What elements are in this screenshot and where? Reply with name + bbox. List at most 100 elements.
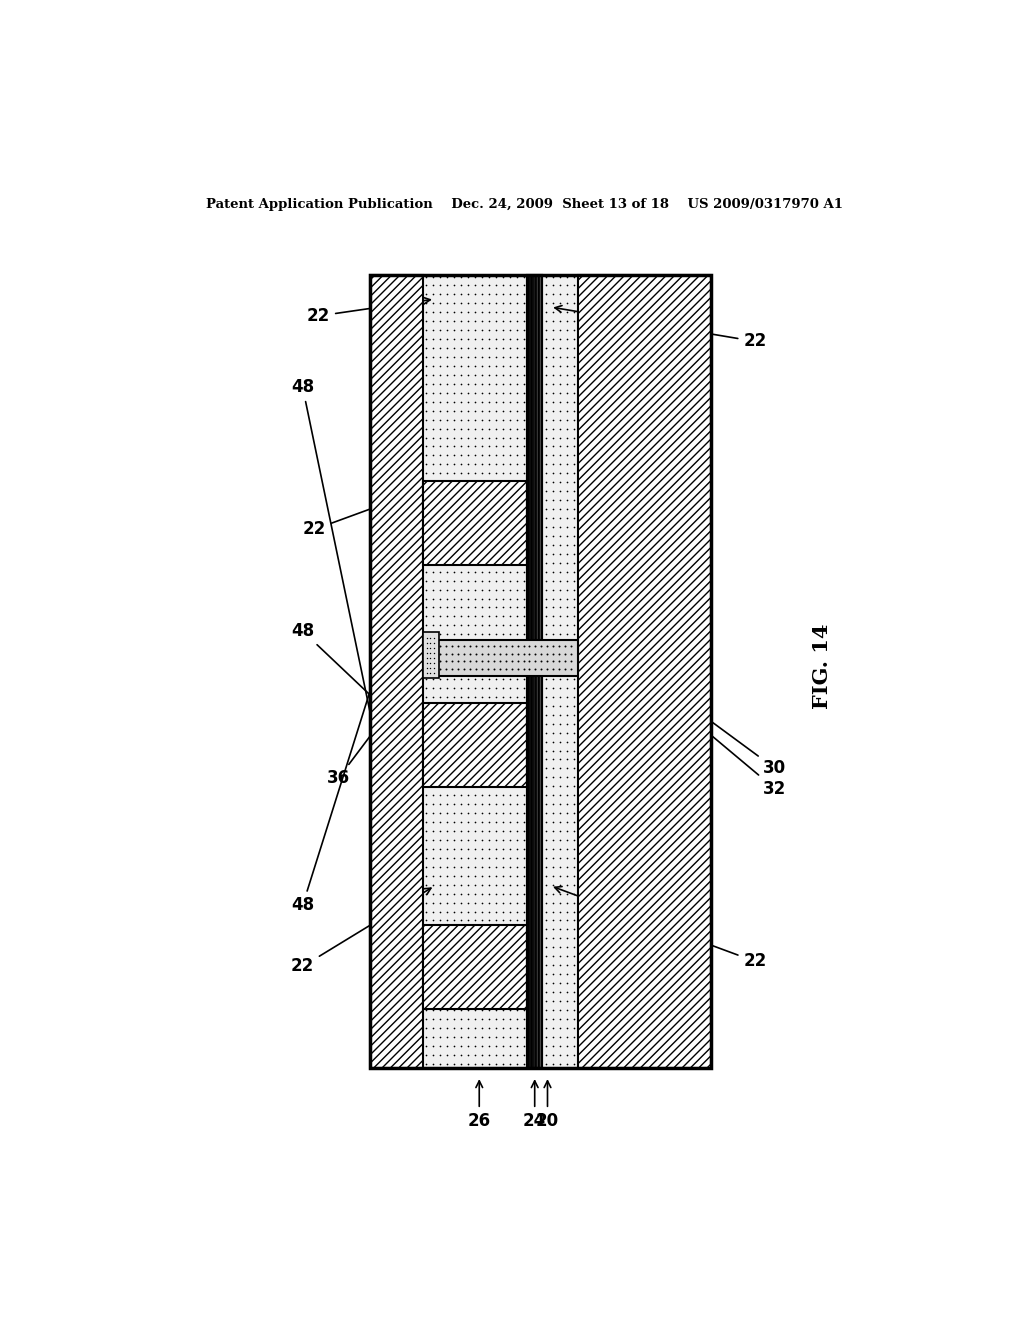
Point	[481, 400, 498, 421]
Point	[425, 400, 441, 421]
Point	[418, 945, 434, 966]
Point	[509, 642, 525, 663]
Point	[559, 1018, 575, 1039]
Point	[565, 310, 582, 331]
Point	[502, 507, 518, 528]
Point	[439, 587, 456, 609]
Point	[460, 793, 476, 814]
Point	[474, 651, 490, 672]
Point	[534, 635, 550, 656]
Point	[481, 945, 498, 966]
Point	[454, 865, 470, 886]
Point	[502, 784, 518, 805]
Point	[488, 731, 505, 752]
Point	[509, 857, 525, 878]
Point	[481, 776, 498, 797]
Point	[516, 1008, 532, 1030]
Point	[460, 990, 476, 1011]
Point	[474, 597, 490, 618]
Point	[502, 552, 518, 573]
Point	[481, 758, 498, 779]
Point	[432, 1008, 449, 1030]
Point	[454, 1044, 470, 1065]
Point	[545, 561, 561, 582]
Point	[559, 436, 575, 457]
Point	[495, 668, 511, 689]
Point	[467, 275, 483, 296]
Point	[552, 310, 568, 331]
Point	[559, 1044, 575, 1065]
Point	[538, 499, 554, 520]
Point	[425, 409, 441, 430]
Point	[565, 660, 582, 681]
Point	[565, 445, 582, 466]
Point	[565, 857, 582, 878]
Point	[418, 812, 434, 833]
Point	[488, 767, 505, 788]
Point	[552, 355, 568, 376]
Point	[488, 713, 505, 734]
Point	[432, 892, 449, 913]
Point	[565, 302, 582, 323]
Point	[538, 821, 554, 842]
Point	[425, 937, 441, 958]
Point	[552, 383, 568, 404]
Point	[495, 624, 511, 645]
Point	[460, 507, 476, 528]
Point	[432, 659, 449, 680]
Point	[467, 829, 483, 850]
Point	[456, 659, 472, 680]
Point	[474, 731, 490, 752]
Point	[559, 552, 575, 573]
Point	[545, 355, 561, 376]
Point	[538, 784, 554, 805]
Point	[565, 999, 582, 1020]
Point	[565, 265, 582, 286]
Point	[516, 499, 532, 520]
Point	[460, 999, 476, 1020]
Point	[454, 329, 470, 350]
Point	[552, 1035, 568, 1056]
Point	[467, 544, 483, 565]
Point	[552, 364, 568, 385]
Point	[425, 346, 441, 367]
Point	[495, 561, 511, 582]
Point	[545, 874, 561, 895]
Point	[425, 480, 441, 502]
Point	[467, 436, 483, 457]
Point	[481, 471, 498, 492]
Point	[509, 275, 525, 296]
Point	[495, 436, 511, 457]
Point	[444, 651, 461, 672]
Point	[418, 507, 434, 528]
Point	[467, 302, 483, 323]
Point	[454, 1026, 470, 1047]
Point	[454, 964, 470, 985]
Point	[502, 615, 518, 636]
Point	[454, 516, 470, 537]
Point	[495, 892, 511, 913]
Point	[559, 418, 575, 440]
Point	[467, 463, 483, 484]
Point	[474, 919, 490, 940]
Point	[509, 793, 525, 814]
Point	[432, 606, 449, 627]
Point	[559, 587, 575, 609]
Point	[432, 973, 449, 994]
Point	[481, 999, 498, 1020]
Point	[474, 909, 490, 931]
Point	[474, 668, 490, 689]
Point	[538, 838, 554, 859]
Point	[446, 374, 463, 395]
Point	[565, 668, 582, 689]
Point	[446, 490, 463, 511]
Point	[474, 445, 490, 466]
Point	[454, 310, 470, 331]
Point	[460, 355, 476, 376]
Point	[425, 284, 441, 305]
Point	[538, 355, 554, 376]
Point	[495, 838, 511, 859]
Point	[545, 928, 561, 949]
Point	[538, 265, 554, 286]
Point	[552, 990, 568, 1011]
